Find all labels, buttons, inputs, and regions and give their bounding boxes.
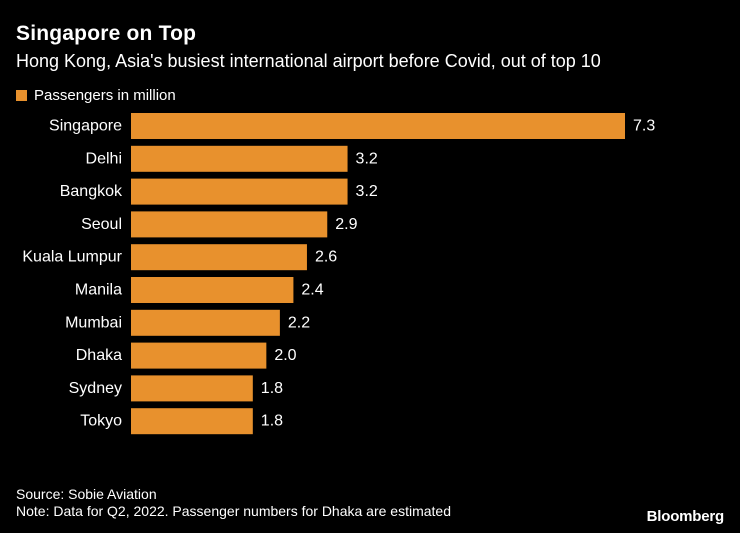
category-label: Manila: [75, 282, 122, 299]
category-label: Kuala Lumpur: [22, 249, 122, 266]
bar: [131, 244, 307, 271]
category-label: Sydney: [69, 380, 122, 397]
bar: [131, 277, 294, 303]
value-label: 3.2: [356, 150, 378, 167]
legend-label: Passengers in million: [34, 87, 176, 104]
category-label: Tokyo: [80, 413, 122, 430]
bar: [131, 309, 280, 336]
category-label: Seoul: [81, 216, 122, 233]
bar: [131, 408, 253, 435]
value-label: 7.3: [633, 118, 655, 135]
bar: [131, 178, 348, 205]
bar: [131, 375, 253, 402]
value-label: 1.8: [261, 380, 283, 397]
value-label: 3.2: [356, 183, 378, 200]
bar: [131, 342, 267, 369]
legend: Passengers in million: [16, 87, 176, 104]
value-label: 1.8: [261, 413, 283, 430]
category-label: Mumbai: [65, 314, 122, 331]
value-label: 2.6: [315, 249, 337, 266]
chart-subtitle: Hong Kong, Asia's busiest international …: [16, 51, 601, 71]
footnote: Note: Data for Q2, 2022. Passenger numbe…: [16, 503, 452, 519]
category-label: Singapore: [49, 118, 122, 135]
value-label: 2.4: [301, 282, 323, 299]
legend-swatch: [16, 90, 27, 101]
bloomberg-logo: Bloomberg: [646, 508, 725, 525]
category-label: Bangkok: [60, 183, 123, 200]
bar: [131, 145, 348, 172]
source-note: Source: Sobie Aviation: [16, 486, 157, 502]
category-label: Delhi: [86, 150, 122, 167]
value-label: 2.0: [274, 347, 296, 364]
value-label: 2.2: [288, 314, 310, 331]
category-label: Dhaka: [76, 347, 122, 364]
bar: [131, 113, 625, 139]
value-label: 2.9: [335, 216, 357, 233]
chart-title: Singapore on Top: [16, 22, 197, 45]
bar: [131, 211, 328, 238]
